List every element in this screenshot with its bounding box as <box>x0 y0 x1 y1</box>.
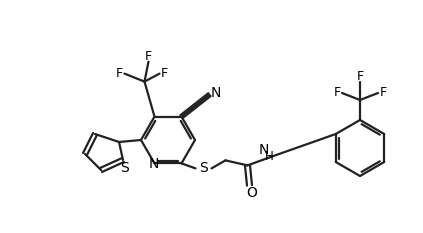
Text: S: S <box>120 161 128 175</box>
Text: N: N <box>258 143 269 157</box>
Text: H: H <box>265 150 274 163</box>
Text: N: N <box>210 86 221 100</box>
Text: F: F <box>333 86 341 99</box>
Text: S: S <box>199 161 208 175</box>
Text: O: O <box>246 186 257 200</box>
Text: F: F <box>379 86 387 99</box>
Text: F: F <box>161 67 168 80</box>
Text: F: F <box>145 50 152 63</box>
Text: N: N <box>148 157 159 171</box>
Text: F: F <box>357 71 363 83</box>
Text: F: F <box>116 67 123 80</box>
